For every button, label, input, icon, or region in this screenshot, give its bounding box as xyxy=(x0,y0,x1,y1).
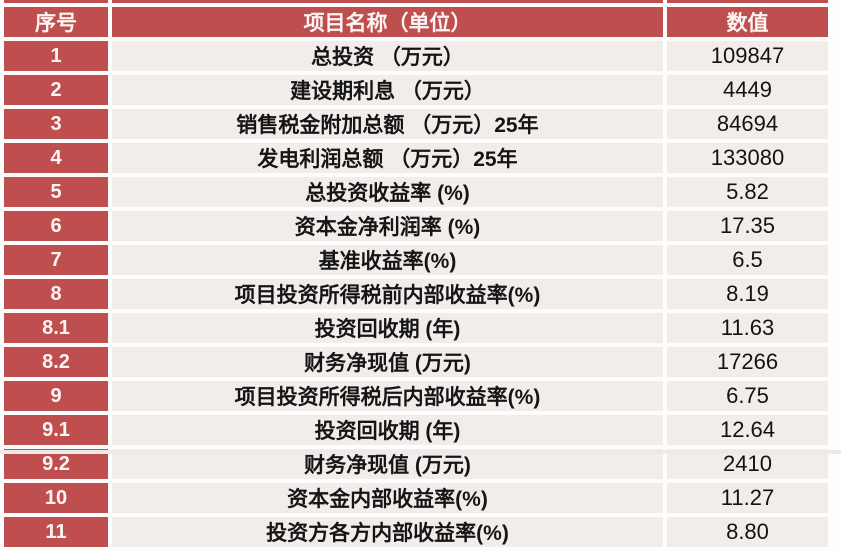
serial-cell: 6 xyxy=(4,211,108,241)
value-cell: 8.80 xyxy=(667,517,828,547)
serial-cell: 9.1 xyxy=(4,415,108,445)
table-header-row: 序号 项目名称（单位） 数值 xyxy=(4,7,828,37)
value-cell: 133080 xyxy=(667,143,828,173)
value-cell: 6.5 xyxy=(667,245,828,275)
item-name-cell: 总投资收益率 (%) xyxy=(112,177,663,207)
value-cell: 12.64 xyxy=(667,415,828,445)
serial-cell: 10 xyxy=(4,483,108,513)
value-cell: 11.27 xyxy=(667,483,828,513)
item-name-cell: 投资回收期 (年) xyxy=(112,313,663,343)
serial-cell: 8.1 xyxy=(4,313,108,343)
serial-cell: 2 xyxy=(4,75,108,105)
value-cell: 109847 xyxy=(667,41,828,71)
table-row: 11 投资方各方内部收益率(%) 8.80 xyxy=(4,517,828,547)
value-cell: 4449 xyxy=(667,75,828,105)
serial-cell: 8 xyxy=(4,279,108,309)
value-cell: 17266 xyxy=(667,347,828,377)
value-cell: 8.19 xyxy=(667,279,828,309)
table-row: 6 资本金净利润率 (%) 17.35 xyxy=(4,211,828,241)
item-name-cell: 销售税金附加总额 （万元）25年 xyxy=(112,109,663,139)
remnant-cell xyxy=(4,0,108,3)
serial-cell: 8.2 xyxy=(4,347,108,377)
serial-cell: 3 xyxy=(4,109,108,139)
item-name-cell: 项目投资所得税前内部收益率(%) xyxy=(112,279,663,309)
header-serial-number: 序号 xyxy=(4,7,108,37)
table-row: 1 总投资 （万元） 109847 xyxy=(4,41,828,71)
serial-cell: 9 xyxy=(4,381,108,411)
table-row: 4 发电利润总额 （万元）25年 133080 xyxy=(4,143,828,173)
table-row: 3 销售税金附加总额 （万元）25年 84694 xyxy=(4,109,828,139)
financial-indicators-table: 序号 项目名称（单位） 数值 1 总投资 （万元） 109847 2 建设期利息… xyxy=(0,3,832,551)
previous-row-remnant xyxy=(0,0,841,3)
item-name-cell: 资本金内部收益率(%) xyxy=(112,483,663,513)
serial-cell: 1 xyxy=(4,41,108,71)
header-value: 数值 xyxy=(667,7,828,37)
table-row: 9 项目投资所得税后内部收益率(%) 6.75 xyxy=(4,381,828,411)
value-cell: 17.35 xyxy=(667,211,828,241)
item-name-cell: 投资回收期 (年) xyxy=(112,415,663,445)
value-cell: 84694 xyxy=(667,109,828,139)
item-name-cell: 总投资 （万元） xyxy=(112,41,663,71)
item-name-cell: 财务净现值 (万元) xyxy=(112,347,663,377)
remnant-cell xyxy=(112,0,663,3)
serial-cell: 5 xyxy=(4,177,108,207)
value-cell: 5.82 xyxy=(667,177,828,207)
serial-cell: 7 xyxy=(4,245,108,275)
value-cell: 6.75 xyxy=(667,381,828,411)
table-row: 7 基准收益率(%) 6.5 xyxy=(4,245,828,275)
table-row: 8.2 财务净现值 (万元) 17266 xyxy=(4,347,828,377)
header-item-name: 项目名称（单位） xyxy=(112,7,663,37)
item-name-cell: 建设期利息 （万元） xyxy=(112,75,663,105)
table-row: 10 资本金内部收益率(%) 11.27 xyxy=(4,483,828,513)
item-name-cell: 基准收益率(%) xyxy=(112,245,663,275)
serial-cell: 4 xyxy=(4,143,108,173)
value-cell: 11.63 xyxy=(667,313,828,343)
table-row: 2 建设期利息 （万元） 4449 xyxy=(4,75,828,105)
serial-cell: 11 xyxy=(4,517,108,547)
item-name-cell: 资本金净利润率 (%) xyxy=(112,211,663,241)
next-row-remnant xyxy=(0,450,841,454)
item-name-cell: 项目投资所得税后内部收益率(%) xyxy=(112,381,663,411)
table-row: 9.1 投资回收期 (年) 12.64 xyxy=(4,415,828,445)
table-row: 5 总投资收益率 (%) 5.82 xyxy=(4,177,828,207)
table-row: 8 项目投资所得税前内部收益率(%) 8.19 xyxy=(4,279,828,309)
table-row: 8.1 投资回收期 (年) 11.63 xyxy=(4,313,828,343)
remnant-cell xyxy=(667,0,828,3)
item-name-cell: 发电利润总额 （万元）25年 xyxy=(112,143,663,173)
item-name-cell: 投资方各方内部收益率(%) xyxy=(112,517,663,547)
